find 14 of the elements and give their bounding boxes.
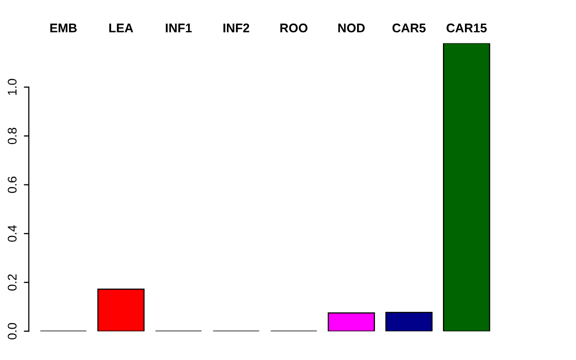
x-tick-label: LEA — [109, 24, 134, 32]
y-tick-label: 0.0 — [8, 323, 17, 340]
x-tick-label: NOD — [338, 24, 365, 32]
x-tick-label: CAR5 — [392, 24, 426, 32]
x-tick-label: INF1 — [166, 24, 192, 32]
y-tick-label: 1.0 — [8, 78, 17, 95]
x-tick-label: CAR15 — [446, 24, 487, 32]
x-tick-label: EMB — [50, 24, 77, 32]
y-tick-label: 0.6 — [8, 176, 17, 193]
y-tick-label: 0.2 — [8, 274, 17, 291]
y-tick-label: 0.8 — [8, 128, 17, 144]
y-tick-label: 0.4 — [8, 225, 17, 242]
x-tick-label: INF2 — [223, 24, 250, 32]
x-tick-label: ROO — [280, 24, 308, 32]
